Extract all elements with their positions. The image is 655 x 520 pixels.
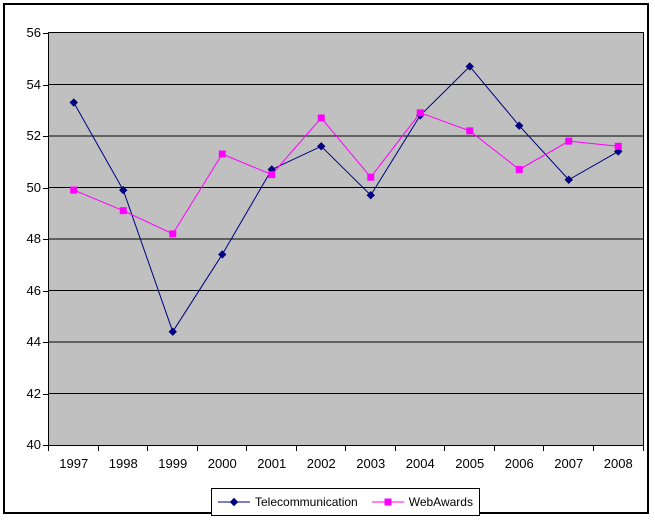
- marker-square-webawards-1997: [70, 186, 78, 194]
- x-axis-label-2005: 2005: [455, 456, 485, 471]
- x-axis-label-2006: 2006: [504, 456, 534, 471]
- marker-square-webawards-1998: [119, 207, 127, 215]
- marker-square-webawards-2001: [268, 171, 276, 179]
- x-axis-tick: [593, 446, 594, 451]
- series-line-webawards: [73, 112, 619, 235]
- x-axis-tick: [48, 446, 49, 451]
- plot-area: [48, 32, 644, 446]
- marker-diamond-telecommunication-2007: [564, 175, 573, 184]
- x-axis-label-2002: 2002: [306, 456, 336, 471]
- marker-diamond-telecommunication-1999: [168, 327, 177, 336]
- marker-diamond-telecommunication-1998: [119, 185, 128, 195]
- x-axis-label-2007: 2007: [554, 456, 584, 471]
- legend-line-square-icon: [371, 498, 404, 506]
- x-axis-tick: [296, 446, 297, 451]
- marker-square-webawards-2005: [466, 127, 474, 135]
- y-axis-label-42: 42: [26, 385, 41, 401]
- x-axis-tick: [444, 446, 445, 451]
- x-axis-label-1999: 1999: [158, 456, 188, 471]
- x-axis-tick: [395, 446, 396, 451]
- marker-square-webawards-2003: [367, 173, 375, 181]
- y-axis-label-46: 46: [26, 282, 41, 298]
- y-axis-label-48: 48: [26, 231, 41, 246]
- marker-square-webawards-2007: [565, 137, 573, 145]
- legend-line-diamond-icon: [218, 497, 250, 507]
- marker-diamond-telecommunication-2006: [515, 121, 524, 130]
- legend-label-webawards: WebAwards: [408, 495, 473, 509]
- x-axis-tick: [543, 446, 544, 451]
- marker-square-legend: [384, 498, 392, 506]
- marker-diamond-telecommunication-2003: [366, 191, 375, 200]
- x-axis-tick: [197, 446, 198, 451]
- chart-frame: 56 54 52 50 48 46 44 42 40 1997 1998 1999 2000 2001 2…: [3, 3, 649, 516]
- series-line-telecommunication: [73, 65, 619, 333]
- x-axis-tick: [147, 446, 148, 451]
- legend-label-telecommunication: Telecommunication: [255, 495, 358, 509]
- legend-item-webawards: WebAwards: [371, 495, 473, 509]
- x-axis-tick: [246, 446, 247, 451]
- x-axis-label-2000: 2000: [207, 456, 237, 471]
- marker-square-webawards-2004: [416, 109, 424, 117]
- marker-diamond-telecommunication-2000: [218, 250, 227, 259]
- y-axis-label-52: 52: [26, 128, 41, 143]
- series-svg: [49, 33, 643, 445]
- x-axis-tick: [494, 446, 495, 451]
- marker-square-webawards-2000: [218, 150, 226, 158]
- legend-item-telecommunication: Telecommunication: [218, 495, 358, 509]
- x-axis-tick: [98, 446, 99, 451]
- marker-square-webawards-1999: [169, 230, 177, 238]
- marker-diamond-telecommunication-2002: [317, 142, 326, 151]
- marker-diamond-telecommunication-2005: [465, 62, 474, 71]
- marker-diamond-telecommunication-1997: [69, 98, 78, 107]
- x-axis-label-1997: 1997: [59, 456, 89, 471]
- x-axis-label-2003: 2003: [356, 456, 386, 471]
- marker-square-webawards-2008: [614, 142, 622, 150]
- x-axis-label-2008: 2008: [603, 456, 633, 471]
- x-axis-tick: [643, 446, 644, 451]
- y-axis-label-56: 56: [26, 25, 41, 40]
- y-axis-label-50: 50: [26, 179, 41, 195]
- marker-square-webawards-2002: [317, 114, 325, 122]
- y-axis-label-40: 40: [26, 437, 41, 452]
- marker-diamond-legend: [229, 497, 239, 507]
- x-axis-label-2001: 2001: [257, 456, 287, 471]
- legend: Telecommunication WebAwards: [211, 488, 480, 516]
- y-axis-label-44: 44: [26, 334, 41, 349]
- x-axis-label-1998: 1998: [108, 456, 138, 471]
- y-axis-label-54: 54: [26, 76, 41, 92]
- marker-square-webawards-2006: [515, 165, 523, 173]
- x-axis-label-2004: 2004: [405, 456, 435, 471]
- x-axis-tick: [345, 446, 346, 451]
